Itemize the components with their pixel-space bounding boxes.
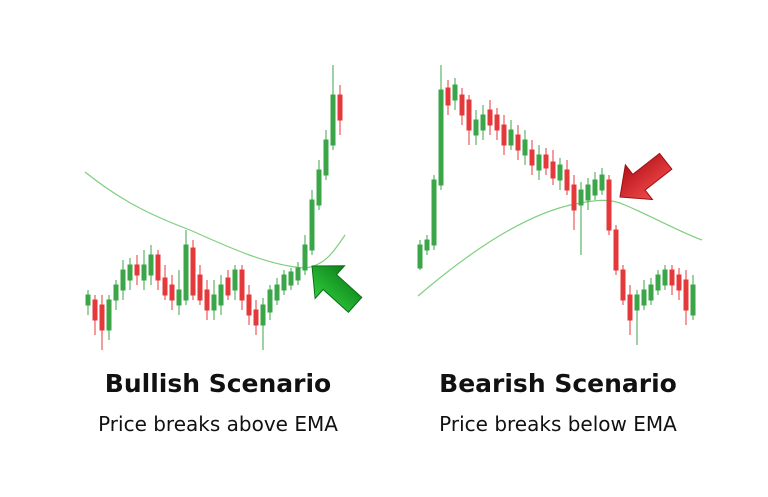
candle	[438, 65, 444, 190]
arrow	[619, 152, 673, 201]
candle	[641, 280, 647, 310]
candle	[92, 295, 98, 335]
candle	[316, 160, 322, 210]
candle	[225, 270, 231, 300]
candle	[120, 260, 126, 300]
candle	[239, 265, 245, 310]
candle	[515, 125, 521, 160]
candle	[613, 225, 619, 275]
candle	[267, 285, 273, 320]
candle	[431, 175, 437, 250]
candle	[169, 275, 175, 310]
candle	[536, 145, 542, 180]
candle	[452, 78, 458, 110]
candle	[494, 108, 500, 140]
candle	[466, 95, 472, 145]
candle	[669, 265, 675, 295]
candle	[106, 295, 112, 340]
candle	[253, 300, 259, 335]
candle	[204, 280, 210, 320]
bullish-chart	[84, 65, 363, 350]
candle	[578, 182, 584, 255]
candle	[218, 275, 224, 315]
candle	[487, 100, 493, 135]
candle	[662, 265, 668, 290]
candle	[260, 298, 266, 350]
scenario-title: Bullish Scenario	[105, 369, 331, 398]
candle	[627, 285, 633, 335]
candle	[246, 285, 252, 325]
arrow	[311, 265, 363, 313]
candle	[281, 270, 287, 295]
candle	[634, 290, 640, 345]
candle	[330, 65, 336, 150]
candle	[113, 280, 119, 310]
candle	[480, 105, 486, 140]
candle	[620, 265, 626, 305]
candle	[648, 278, 654, 305]
candle	[155, 250, 161, 290]
candle	[592, 172, 598, 200]
bearish-chart	[417, 65, 703, 345]
candle	[232, 265, 238, 300]
scenario-subtitle: Price breaks below EMA	[439, 412, 677, 436]
candle	[274, 278, 280, 305]
candle	[473, 110, 479, 145]
ema-line	[84, 171, 346, 269]
candle	[571, 175, 577, 230]
candle	[606, 175, 612, 235]
candle	[323, 130, 329, 180]
candle	[162, 265, 168, 300]
candle	[197, 265, 203, 305]
candle	[424, 235, 430, 255]
candle	[501, 115, 507, 155]
candle	[190, 240, 196, 300]
candle	[543, 148, 549, 175]
candle	[529, 140, 535, 175]
candle	[211, 280, 217, 320]
candle	[134, 255, 140, 285]
candle	[445, 80, 451, 115]
scenario-subtitle: Price breaks above EMA	[98, 412, 338, 436]
candle	[99, 295, 105, 350]
candle	[683, 270, 689, 325]
candle	[295, 262, 301, 285]
candle	[288, 268, 294, 290]
candle	[676, 268, 682, 300]
candle	[309, 190, 315, 255]
candle	[337, 85, 343, 135]
candle	[459, 88, 465, 125]
candle	[557, 158, 563, 190]
candle	[141, 250, 147, 290]
candle	[655, 270, 661, 295]
candle	[550, 150, 556, 185]
scenario-title: Bearish Scenario	[439, 369, 677, 398]
ema-line	[417, 199, 703, 297]
candle	[127, 258, 133, 290]
candle	[690, 275, 696, 320]
candle	[183, 230, 189, 305]
candle	[508, 120, 514, 150]
candle	[85, 290, 91, 315]
candle	[417, 240, 423, 270]
candle	[599, 168, 605, 195]
candle	[564, 160, 570, 195]
candle	[176, 270, 182, 315]
candle	[148, 245, 154, 285]
candle	[302, 235, 308, 275]
candle	[585, 178, 591, 210]
candle	[522, 130, 528, 165]
